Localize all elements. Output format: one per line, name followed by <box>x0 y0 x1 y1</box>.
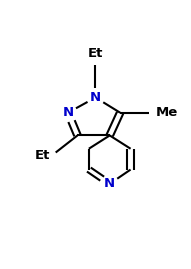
Text: Et: Et <box>35 149 50 162</box>
Text: Me: Me <box>156 106 178 119</box>
Text: N: N <box>104 177 115 190</box>
Text: N: N <box>90 91 101 104</box>
Text: Et: Et <box>88 47 103 60</box>
Text: N: N <box>62 106 74 119</box>
